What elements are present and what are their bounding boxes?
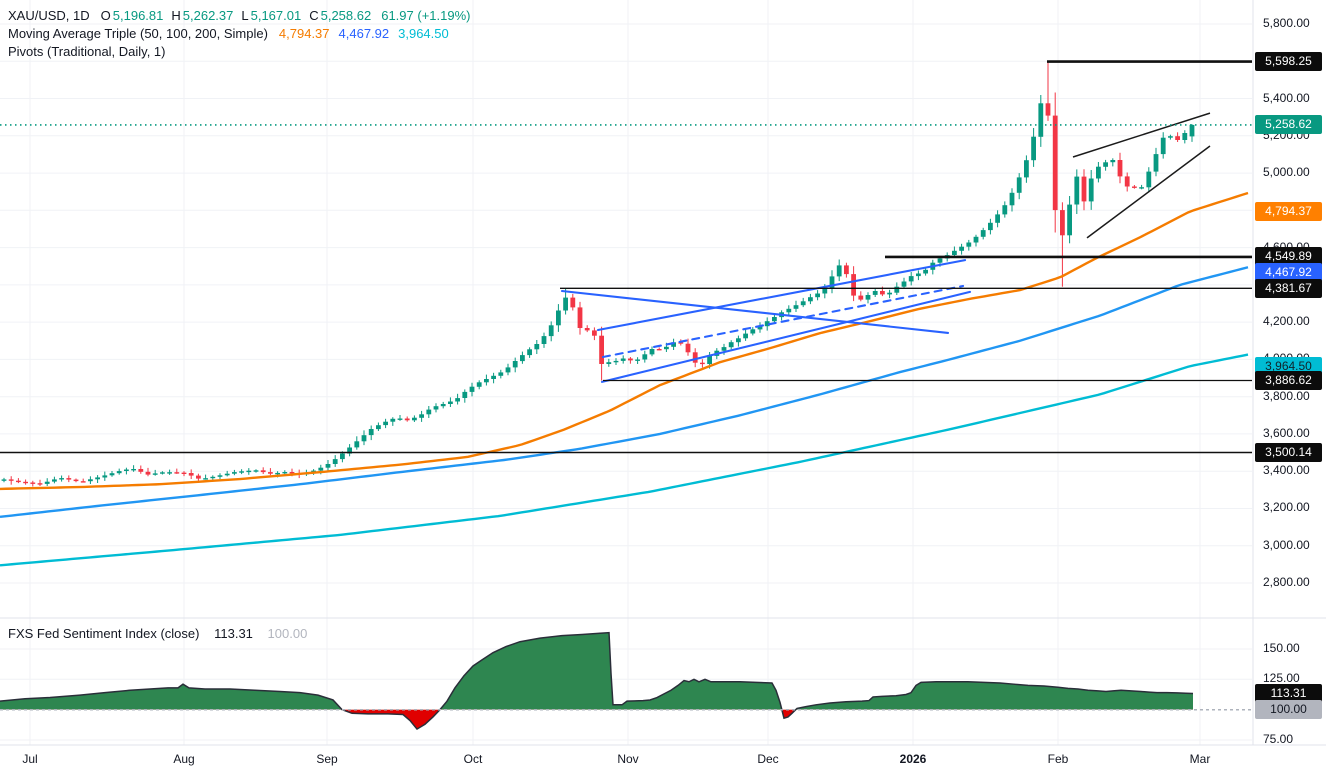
- ohlc-letter: L: [241, 8, 249, 23]
- sentiment-axis-tick: 75.00: [1263, 731, 1294, 746]
- candles-series: [1, 61, 1195, 487]
- time-axis-label: Jul: [22, 752, 38, 766]
- time-axis-label: Aug: [173, 752, 195, 766]
- price-axis-tick: 3,800.00: [1263, 388, 1310, 403]
- symbol-title: XAU/USD, 1D: [8, 8, 90, 23]
- sentiment-value: 113.31: [214, 626, 253, 641]
- pivots-legend-row[interactable]: Pivots (Traditional, Daily, 1): [8, 44, 168, 59]
- ma-value: 3,964.50: [398, 26, 449, 41]
- price-axis-tick: 4,200.00: [1263, 314, 1310, 329]
- time-axis-label: Nov: [617, 752, 639, 766]
- time-axis-label: Dec: [757, 752, 779, 766]
- sentiment-indicator-title: FXS Fed Sentiment Index (close): [8, 626, 200, 641]
- time-axis-label: Sep: [316, 752, 338, 766]
- moving-averages: [0, 191, 1249, 567]
- gridlines: [0, 0, 1252, 745]
- price-axis-tick: 5,400.00: [1263, 90, 1310, 105]
- change-value: 61.97 (+1.19%): [381, 8, 471, 23]
- symbol-legend-row[interactable]: XAU/USD, 1D O 5,196.81 H 5,262.37 L 5,167.01 C 5…: [8, 8, 472, 23]
- price-level-badge: 5,258.62: [1255, 115, 1322, 135]
- ohlc-values: O 5,196.81 H 5,262.37 L 5,167.01 C 5,258.62: [101, 8, 380, 23]
- sentiment-level-badge: 100.00: [1255, 700, 1322, 720]
- price-level-badge: 4,549.89: [1255, 247, 1322, 267]
- price-level-badge: 3,964.50: [1255, 356, 1322, 376]
- ma-value: 4,794.37: [278, 26, 330, 41]
- price-axis-tick: 3,600.00: [1263, 425, 1310, 440]
- time-axis-label: Mar: [1189, 752, 1211, 766]
- sentiment-area-chart: [0, 631, 1252, 731]
- ma-legend-row[interactable]: Moving Average Triple (50, 100, 200, Sim…: [8, 26, 460, 41]
- price-level-badge: 5,598.25: [1255, 52, 1322, 72]
- price-level-badge: 4,794.37: [1255, 201, 1322, 221]
- time-axis-label: Feb: [1047, 752, 1069, 766]
- price-level-badge: 3,886.62: [1255, 371, 1322, 391]
- price-axis-tick: 3,400.00: [1263, 463, 1310, 478]
- ohlc-letter: C: [309, 8, 319, 23]
- price-axis-tick: 5,800.00: [1263, 16, 1310, 30]
- sentiment-axis-tick: 125.00: [1263, 671, 1300, 686]
- ohlc-letter: H: [171, 8, 181, 23]
- sentiment-legend-row[interactable]: FXS Fed Sentiment Index (close) 113.31 1…: [8, 626, 309, 641]
- ohlc-number: 5,262.37: [182, 8, 234, 23]
- ohlc-letter: O: [100, 8, 111, 23]
- price-axis-tick: 3,200.00: [1263, 500, 1310, 515]
- ma-indicator-title: Moving Average Triple (50, 100, 200, Sim…: [8, 26, 268, 41]
- sentiment-axis-tick: 150.00: [1263, 641, 1300, 655]
- price-level-badge: 4,381.67: [1255, 278, 1322, 298]
- trendline-drawings[interactable]: [560, 259, 972, 383]
- ma-values: 4,794.37 4,467.92 3,964.50: [279, 26, 458, 41]
- sentiment-level-badge: 113.31: [1255, 684, 1322, 704]
- price-level-badge: 4,467.92: [1255, 262, 1322, 282]
- price-axis-tick: 3,000.00: [1263, 537, 1310, 552]
- price-axis-tick: 2,800.00: [1263, 574, 1310, 589]
- pivots-indicator-title: Pivots (Traditional, Daily, 1): [8, 44, 166, 59]
- price-level-badge: 3,500.14: [1255, 443, 1322, 463]
- price-axis-tick: 5,000.00: [1263, 165, 1310, 180]
- ohlc-number: 5,167.01: [250, 8, 302, 23]
- sentiment-baseline-value: 100.00: [267, 626, 308, 641]
- time-axis-label: Oct: [463, 752, 483, 766]
- ohlc-number: 5,258.62: [320, 8, 372, 23]
- pivot-lines[interactable]: [0, 60, 1252, 454]
- ma-value: 4,467.92: [338, 26, 390, 41]
- ohlc-number: 5,196.81: [112, 8, 164, 23]
- time-axis-label: 2026: [899, 752, 927, 766]
